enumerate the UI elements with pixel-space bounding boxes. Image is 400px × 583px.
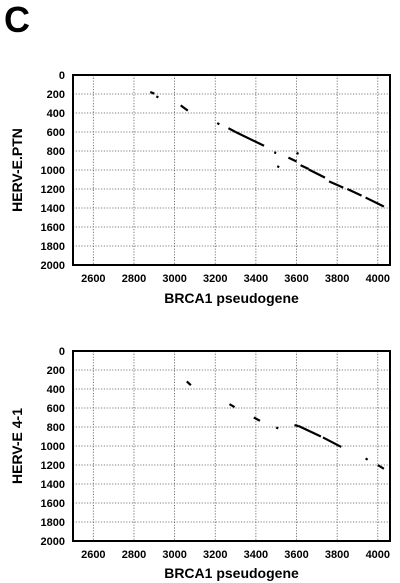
x-tick-label: 4000 [366,273,390,285]
y-tick-label: 800 [47,146,65,158]
alignment-segment [253,416,261,422]
x-tick-label: 3000 [162,273,186,285]
y-tick-label: 2000 [41,536,65,548]
alignment-segment [228,403,236,409]
x-tick-label: 2800 [122,549,146,561]
alignment-segment [276,165,280,169]
y-tick-label: 1200 [41,460,65,472]
dot-plot-top: 2600 2800 3000 3200 3400 3600 3800 4000 0 200 400 6… [9,70,391,306]
alignment-segment [298,425,322,438]
alignment-segment [328,180,344,189]
y-axis-label: HERV-E.PTN [9,128,25,212]
x-tick-label: 3800 [325,273,349,285]
panel-label: C [4,0,30,40]
y-tick-label: 1800 [41,241,65,253]
alignment-segment [300,164,310,171]
alignment-segment [294,424,299,428]
y-tick-label: 1200 [41,184,65,196]
y-tick-label: 200 [47,365,65,377]
alignment-segment [227,127,237,133]
y-tick-label: 1000 [41,165,65,177]
y-tick-label: 600 [47,127,65,139]
y-tick-label: 0 [59,346,65,358]
x-axis-label: BRCA1 pseudogene [164,565,299,581]
x-tick-label: 3200 [203,273,227,285]
alignment-segment [216,122,220,126]
plot-frame [72,74,391,266]
x-tick-label: 3400 [244,273,268,285]
plot-frame [72,350,391,542]
y-tick-label: 1600 [41,498,65,510]
alignment-segment [364,457,369,461]
alignment-segment [377,464,385,470]
x-tick-label: 3600 [284,549,308,561]
x-tick-label: 3200 [203,549,227,561]
y-tick-label: 400 [47,384,65,396]
alignment-segment [275,426,279,430]
y-tick-label: 1400 [41,479,65,491]
y-tick-label: 1600 [41,222,65,234]
alignment-segment [287,156,297,163]
alignment-segment [149,91,155,95]
x-tick-label: 3600 [284,273,308,285]
alignment-segment [322,436,342,448]
alignment-segment [180,104,189,112]
dot-plot-bottom: 2600 2800 3000 3200 3400 3600 3800 4000 0 200 400 6… [9,346,391,581]
y-tick-label: 2000 [41,260,65,272]
x-tick-label: 3400 [244,549,268,561]
y-tick-label: 1800 [41,517,65,529]
y-tick-label: 200 [47,89,65,101]
alignment-segment [186,380,192,387]
alignment-segment [346,188,363,197]
x-axis-label: BRCA1 pseudogene [164,290,299,306]
x-tick-label: 3800 [325,549,349,561]
alignment-segment [308,168,326,179]
x-tick-label: 2800 [122,273,146,285]
x-tick-label: 4000 [366,549,390,561]
y-tick-label: 1000 [41,441,65,453]
y-tick-label: 0 [59,70,65,82]
alignment-segment [155,95,159,99]
x-tick-label: 2600 [81,273,105,285]
y-tick-label: 1400 [41,203,65,215]
alignment-segment [235,131,265,147]
alignment-segment [296,151,300,155]
y-axis-label: HERV-E 4-1 [9,408,25,484]
x-tick-label: 2600 [81,549,105,561]
y-tick-label: 600 [47,403,65,415]
y-tick-label: 400 [47,108,65,120]
y-tick-label: 800 [47,422,65,434]
x-tick-label: 3000 [162,549,186,561]
alignment-segment [365,196,385,208]
